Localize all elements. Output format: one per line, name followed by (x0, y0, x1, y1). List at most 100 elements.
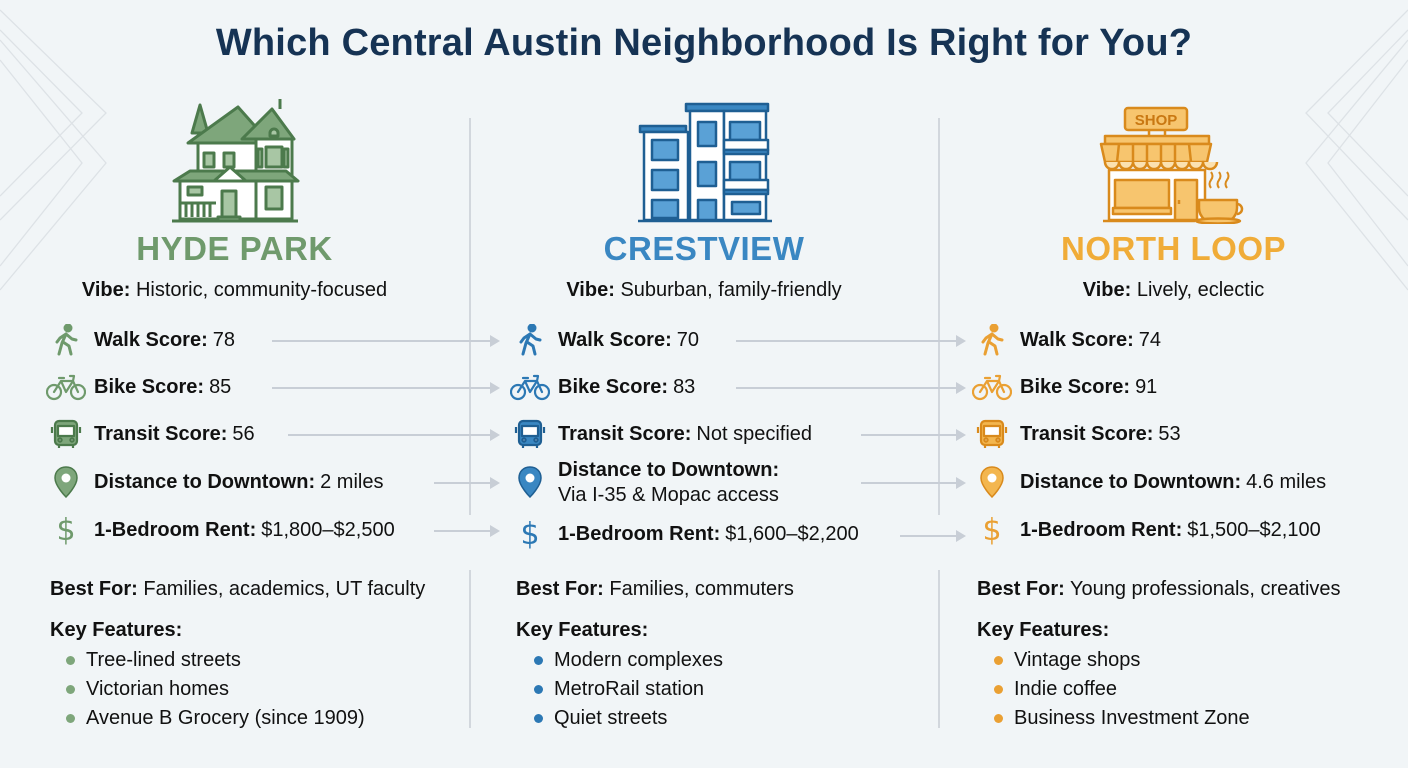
distance-row: Distance to Downtown: Via I-35 & Mopac ac… (510, 458, 784, 508)
rent-value: $1,600–$2,200 (725, 522, 859, 545)
bullet-dot (534, 685, 543, 694)
best-for-label: Best For: (977, 578, 1065, 600)
key-features-heading: Key Features: (50, 619, 183, 641)
compare-arrow (434, 477, 500, 489)
rent-row: $ 1-Bedroom Rent: $1,800–$2,500 (46, 512, 394, 548)
list-item: Business Investment Zone (994, 704, 1250, 733)
walk-label: Walk Score: (558, 328, 672, 351)
walk-score-row: Walk Score: 70 (510, 324, 699, 356)
walk-icon (972, 324, 1012, 356)
bike-icon (972, 371, 1012, 403)
column-divider-2-upper (938, 118, 940, 515)
rent-value: $1,500–$2,100 (1187, 518, 1321, 541)
transit-label: Transit Score: (94, 422, 228, 445)
list-item: Avenue B Grocery (since 1909) (66, 704, 365, 733)
best-for-label: Best For: (516, 578, 604, 600)
distance-label: Distance to Downtown: (1020, 470, 1242, 493)
compare-arrow (272, 335, 500, 347)
rent-row: $ 1-Bedroom Rent: $1,500–$2,100 (972, 512, 1321, 548)
bike-value: 91 (1135, 375, 1158, 398)
vibe-value: Lively, eclectic (1136, 279, 1265, 301)
transit-value: 53 (1158, 422, 1181, 445)
dollar-icon: $ (56, 512, 76, 548)
walk-value: 74 (1138, 328, 1161, 351)
walk-score-row: Walk Score: 78 (46, 324, 235, 356)
apartment-building-icon (638, 102, 772, 223)
bullet-dot (66, 685, 75, 694)
vibe-line: Vibe: Lively, eclectic (939, 279, 1408, 302)
bullet-dot (66, 714, 75, 723)
walk-icon (46, 324, 86, 356)
rent-label: 1-Bedroom Rent: (1020, 518, 1183, 541)
shop-sign-text: SHOP (1135, 112, 1178, 129)
bike-icon (510, 371, 550, 403)
column-divider-1-lower (469, 570, 471, 728)
best-for-value: Families, academics, UT faculty (143, 578, 426, 600)
distance-value: 4.6 miles (1246, 470, 1327, 493)
bullet-dot (994, 656, 1003, 665)
bus-icon (510, 418, 550, 450)
dollar-icon: $ (520, 516, 540, 552)
compare-arrow (861, 477, 966, 489)
walk-label: Walk Score: (94, 328, 208, 351)
bike-value: 83 (673, 375, 696, 398)
list-item: Vintage shops (994, 646, 1250, 675)
neighborhood-name: NORTH LOOP (1061, 230, 1286, 267)
compare-arrow (900, 530, 966, 542)
best-for: Best For: Young professionals, creatives (977, 578, 1341, 601)
bike-score-row: Bike Score: 85 (46, 371, 231, 403)
shop-storefront-icon: SHOP (1099, 106, 1244, 224)
page-title: Which Central Austin Neighborhood Is Rig… (215, 22, 1193, 64)
rent-label: 1-Bedroom Rent: (558, 522, 721, 545)
compare-arrow (288, 429, 500, 441)
walk-score-row: Walk Score: 74 (972, 324, 1161, 356)
bullet-dot (994, 714, 1003, 723)
list-item: Victorian homes (66, 675, 365, 704)
bike-value: 85 (209, 375, 232, 398)
rent-label: 1-Bedroom Rent: (94, 518, 257, 541)
transit-score-row: Transit Score: Not specified (510, 418, 812, 450)
distance-row: Distance to Downtown: 4.6 miles (972, 466, 1326, 498)
victorian-house-icon (172, 99, 300, 223)
vibe-label: Vibe: (566, 279, 615, 301)
neighborhood-card-crestview: CRESTVIEW Vibe: Suburban, family-friendl… (470, 0, 938, 768)
key-features-heading: Key Features: (977, 619, 1110, 641)
dollar-icon: $ (982, 512, 1002, 548)
map-pin-icon (972, 466, 1012, 498)
walk-label: Walk Score: (1020, 328, 1134, 351)
key-features-list: Tree-lined streets Victorian homes Avenu… (66, 646, 365, 733)
bullet-dot (994, 685, 1003, 694)
distance-value: 2 miles (320, 470, 384, 493)
transit-label: Transit Score: (1020, 422, 1154, 445)
best-for: Best For: Families, commuters (516, 578, 794, 601)
vibe-label: Vibe: (1082, 279, 1132, 301)
compare-arrow (736, 382, 966, 394)
best-for: Best For: Families, academics, UT facult… (50, 578, 425, 601)
bullet-dot (534, 714, 543, 723)
bike-label: Bike Score: (1020, 375, 1131, 398)
vibe-value: Historic, community-focused (135, 279, 388, 301)
key-features-list: Modern complexes MetroRail station Quiet… (534, 646, 723, 733)
bullet-dot (66, 656, 75, 665)
distance-label: Distance to Downtown: (558, 459, 780, 481)
vibe-line: Vibe: Historic, community-focused (0, 279, 469, 302)
compare-arrow (736, 335, 966, 347)
walk-value: 70 (676, 328, 699, 351)
bike-icon (46, 371, 86, 403)
distance-value: Via I-35 & Mopac access (558, 484, 779, 506)
vibe-line: Vibe: Suburban, family-friendly (470, 279, 938, 302)
bus-icon (46, 418, 86, 450)
distance-row: Distance to Downtown: 2 miles (46, 466, 383, 498)
neighborhood-card-hyde-park: HYDE PARK Vibe: Historic, community-focu… (0, 0, 469, 768)
list-item: Modern complexes (534, 646, 723, 675)
compare-arrow (434, 525, 500, 537)
walk-value: 78 (212, 328, 235, 351)
column-divider-2-lower (938, 570, 940, 728)
transit-value: 56 (232, 422, 255, 445)
column-divider-1-upper (469, 118, 471, 515)
bullet-dot (534, 656, 543, 665)
compare-arrow (861, 429, 966, 441)
list-item: Quiet streets (534, 704, 723, 733)
neighborhood-name: HYDE PARK (136, 230, 333, 267)
transit-value: Not specified (696, 422, 813, 445)
